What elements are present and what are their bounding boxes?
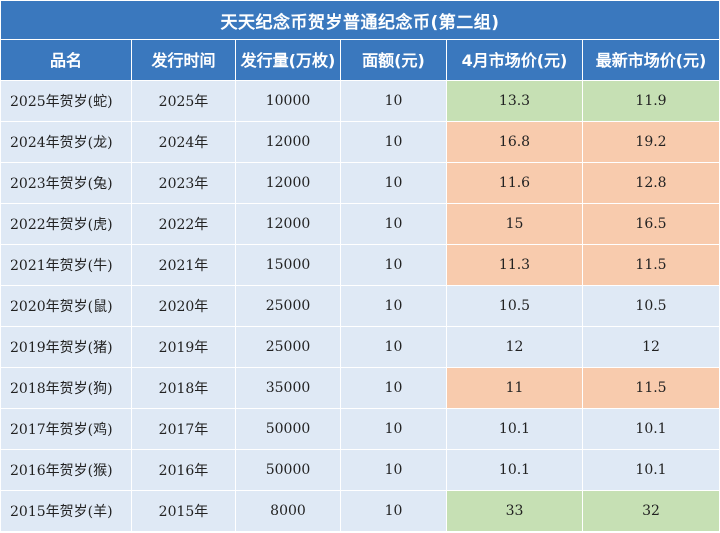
cell-latest-price: 12: [581, 326, 720, 368]
cell-latest-price: 11.5: [581, 244, 720, 286]
cell-year: 2016年: [131, 449, 236, 491]
cell-name: 2025年贺岁(蛇): [0, 80, 132, 122]
cell-name: 2017年贺岁(鸡): [0, 408, 132, 450]
cell-year: 2025年: [131, 80, 236, 122]
cell-face-value: 10: [340, 203, 447, 245]
cell-april-price: 10.1: [446, 408, 583, 450]
cell-face-value: 10: [340, 449, 447, 491]
cell-april-price: 11: [446, 367, 583, 409]
cell-face-value: 10: [340, 162, 447, 204]
cell-year: 2015年: [131, 490, 236, 532]
cell-face-value: 10: [340, 326, 447, 368]
table-row: 2015年贺岁(羊) 2015年 8000 10 33 32: [0, 490, 720, 532]
cell-quantity: 50000: [235, 408, 341, 450]
cell-quantity: 35000: [235, 367, 341, 409]
cell-face-value: 10: [340, 490, 447, 532]
cell-face-value: 10: [340, 367, 447, 409]
cell-april-price: 10.1: [446, 449, 583, 491]
cell-year: 2023年: [131, 162, 236, 204]
title-row: 天天纪念币贺岁普通纪念币(第二组): [0, 0, 720, 40]
cell-april-price: 11.3: [446, 244, 583, 286]
cell-april-price: 10.5: [446, 285, 583, 327]
table-row: 2022年贺岁(虎) 2022年 12000 10 15 16.5: [0, 203, 720, 245]
cell-year: 2021年: [131, 244, 236, 286]
cell-name: 2022年贺岁(虎): [0, 203, 132, 245]
cell-name: 2021年贺岁(牛): [0, 244, 132, 286]
cell-april-price: 12: [446, 326, 583, 368]
cell-year: 2018年: [131, 367, 236, 409]
cell-april-price: 16.8: [446, 121, 583, 163]
cell-latest-price: 11.9: [581, 80, 720, 122]
cell-april-price: 15: [446, 203, 583, 245]
cell-name: 2024年贺岁(龙): [0, 121, 132, 163]
cell-quantity: 12000: [235, 121, 341, 163]
header-year: 发行时间: [131, 39, 236, 81]
cell-face-value: 10: [340, 244, 447, 286]
cell-year: 2017年: [131, 408, 236, 450]
cell-year: 2020年: [131, 285, 236, 327]
cell-april-price: 33: [446, 490, 583, 532]
cell-name: 2018年贺岁(狗): [0, 367, 132, 409]
cell-latest-price: 32: [581, 490, 720, 532]
cell-name: 2016年贺岁(猴): [0, 449, 132, 491]
cell-quantity: 10000: [235, 80, 341, 122]
cell-year: 2019年: [131, 326, 236, 368]
cell-name: 2020年贺岁(鼠): [0, 285, 132, 327]
header-row: 品名 发行时间 发行量(万枚) 面额(元) 4月市场价(元) 最新市场价(元): [0, 39, 720, 81]
cell-latest-price: 10.1: [581, 408, 720, 450]
table-row: 2025年贺岁(蛇) 2025年 10000 10 13.3 11.9: [0, 80, 720, 122]
cell-quantity: 25000: [235, 326, 341, 368]
header-april-price: 4月市场价(元): [446, 39, 583, 81]
cell-latest-price: 19.2: [581, 121, 720, 163]
table-row: 2018年贺岁(狗) 2018年 35000 10 11 11.5: [0, 367, 720, 409]
cell-quantity: 25000: [235, 285, 341, 327]
cell-name: 2015年贺岁(羊): [0, 490, 132, 532]
header-quantity: 发行量(万枚): [235, 39, 341, 81]
cell-quantity: 8000: [235, 490, 341, 532]
cell-face-value: 10: [340, 121, 447, 163]
table-row: 2016年贺岁(猴) 2016年 50000 10 10.1 10.1: [0, 449, 720, 491]
table-row: 2020年贺岁(鼠) 2020年 25000 10 10.5 10.5: [0, 285, 720, 327]
table-row: 2024年贺岁(龙) 2024年 12000 10 16.8 19.2: [0, 121, 720, 163]
cell-name: 2023年贺岁(兔): [0, 162, 132, 204]
cell-name: 2019年贺岁(猪): [0, 326, 132, 368]
cell-face-value: 10: [340, 285, 447, 327]
header-latest-price: 最新市场价(元): [581, 39, 720, 81]
cell-quantity: 12000: [235, 203, 341, 245]
cell-year: 2024年: [131, 121, 236, 163]
header-face-value: 面额(元): [340, 39, 447, 81]
table-row: 2021年贺岁(牛) 2021年 15000 10 11.3 11.5: [0, 244, 720, 286]
cell-latest-price: 10.5: [581, 285, 720, 327]
table-row: 2019年贺岁(猪) 2019年 25000 10 12 12: [0, 326, 720, 368]
cell-year: 2022年: [131, 203, 236, 245]
cell-april-price: 13.3: [446, 80, 583, 122]
cell-latest-price: 12.8: [581, 162, 720, 204]
table-row: 2017年贺岁(鸡) 2017年 50000 10 10.1 10.1: [0, 408, 720, 450]
header-name: 品名: [0, 39, 132, 81]
table-row: 2023年贺岁(兔) 2023年 12000 10 11.6 12.8: [0, 162, 720, 204]
table-body: 2025年贺岁(蛇) 2025年 10000 10 13.3 11.9 2024年贺岁(龙)…: [0, 80, 720, 532]
cell-quantity: 12000: [235, 162, 341, 204]
cell-face-value: 10: [340, 80, 447, 122]
cell-latest-price: 16.5: [581, 203, 720, 245]
cell-quantity: 15000: [235, 244, 341, 286]
cell-latest-price: 10.1: [581, 449, 720, 491]
cell-quantity: 50000: [235, 449, 341, 491]
table-title: 天天纪念币贺岁普通纪念币(第二组): [0, 0, 720, 40]
cell-face-value: 10: [340, 408, 447, 450]
cell-april-price: 11.6: [446, 162, 583, 204]
cell-latest-price: 11.5: [581, 367, 720, 409]
